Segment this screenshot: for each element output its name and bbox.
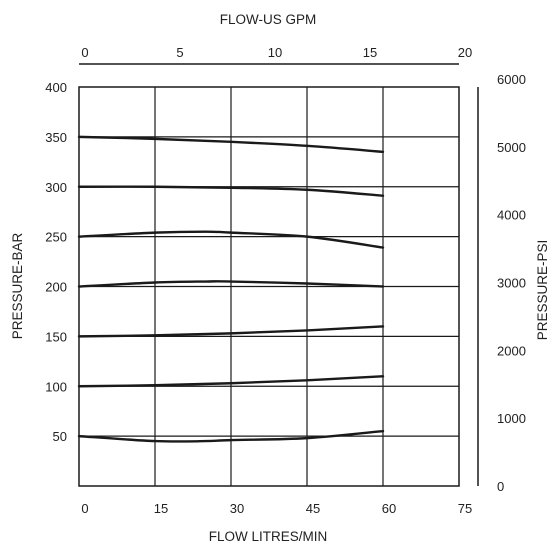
x-tick-label: 15: [154, 501, 168, 516]
grid-lines: [79, 87, 459, 486]
right-tick-label: 6000: [497, 72, 526, 87]
top-tick-label: 15: [363, 45, 377, 60]
y-tick-label: 100: [45, 379, 67, 394]
top-tick-label: 20: [458, 45, 472, 60]
x-tick-label: 30: [230, 501, 244, 516]
x-tick-label: 0: [81, 501, 88, 516]
right-tick-label: 4000: [497, 208, 526, 223]
right-axis-title: PRESSURE-PSI: [535, 240, 550, 341]
x-axis-title: FLOW LITRES/MIN: [209, 529, 328, 544]
right-tick-label: 0: [497, 479, 504, 494]
pressure-curve-5: [77, 325, 385, 338]
right-tick-label: 1000: [497, 411, 526, 426]
x-tick-label: 60: [382, 501, 396, 516]
series-layer: [77, 135, 385, 443]
pressure-curve-6: [77, 375, 385, 388]
right-tick-label: 5000: [497, 140, 526, 155]
top-axis-title: FLOW-US GPM: [220, 12, 317, 27]
y-tick-label: 400: [45, 80, 67, 95]
x-tick-label: 45: [306, 501, 320, 516]
top-tick-label: 0: [81, 45, 88, 60]
y-tick-label: 300: [45, 180, 67, 195]
top-tick-label: 10: [268, 45, 282, 60]
pressure-curve-7: [77, 429, 385, 443]
y-tick-label: 350: [45, 130, 67, 145]
y-tick-label: 150: [45, 329, 67, 344]
right-tick-label: 2000: [497, 343, 526, 358]
y-axis-title: PRESSURE-BAR: [10, 232, 25, 339]
top-tick-label: 5: [176, 45, 183, 60]
pressure-curve-1: [77, 135, 385, 154]
pressure-curve-3: [77, 230, 385, 249]
y-tick-label: 250: [45, 230, 67, 245]
pressure-curve-2: [77, 185, 385, 197]
right-tick-label: 3000: [497, 276, 526, 291]
y-tick-label: 50: [53, 429, 67, 444]
y-tick-label: 200: [45, 280, 67, 295]
x-tick-label: 75: [458, 501, 472, 516]
pressure-curve-4: [77, 280, 385, 288]
